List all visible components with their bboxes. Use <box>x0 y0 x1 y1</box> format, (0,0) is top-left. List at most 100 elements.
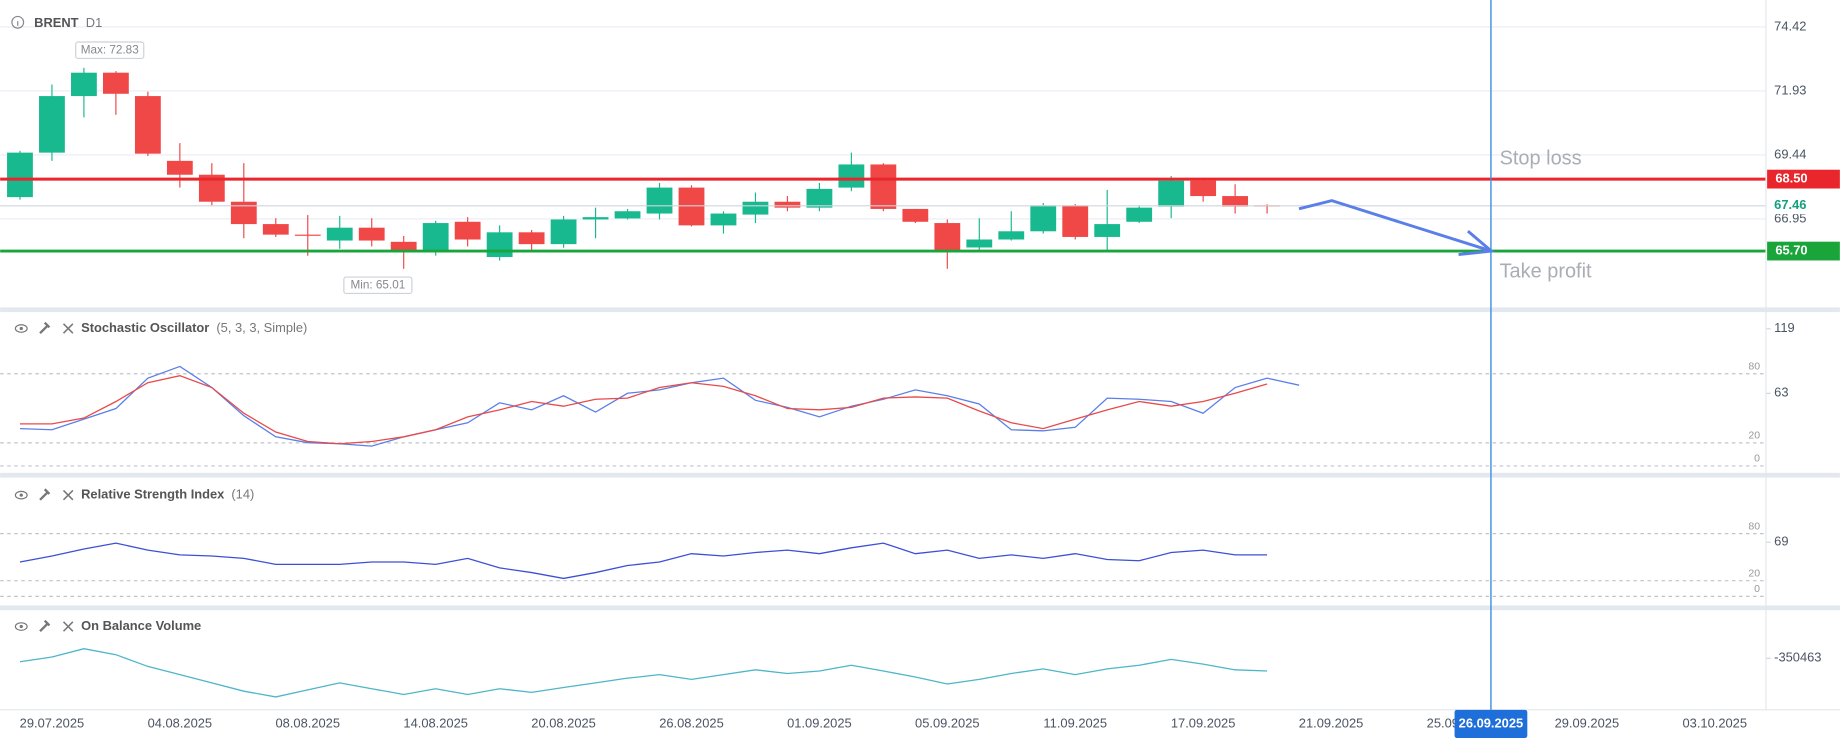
settings-icon[interactable] <box>39 321 51 335</box>
visibility-icon <box>19 326 23 331</box>
candle-body <box>454 221 481 240</box>
visibility-icon[interactable] <box>14 622 28 631</box>
grid-layer <box>0 26 1771 659</box>
extreme-label-box <box>75 41 145 60</box>
close-icon[interactable] <box>62 489 74 501</box>
close-icon[interactable] <box>62 621 74 632</box>
current-price-label: 67.46 <box>1774 197 1806 212</box>
x-tick-label: 29.07.2025 <box>20 715 85 730</box>
x-tick-label: 11.09.2025 <box>1043 715 1107 730</box>
indicator-line <box>19 365 1300 447</box>
level-label: 20 <box>1748 567 1760 579</box>
timeframe: D1 <box>86 15 102 30</box>
x-tick-label: 29.09.2025 <box>1555 715 1620 730</box>
panel-separator <box>0 605 1840 611</box>
candle-body <box>166 160 193 175</box>
forecast-arrow <box>1298 199 1492 253</box>
level-price-box <box>1767 169 1840 189</box>
candle-body <box>1094 224 1121 237</box>
candle-body <box>902 208 929 222</box>
settings-icon[interactable] <box>39 619 51 633</box>
candle-body <box>1158 180 1185 207</box>
candle-body <box>1030 205 1057 232</box>
y-tick-label: -350463 <box>1774 650 1821 665</box>
y-tick-label: 69 <box>1774 534 1788 549</box>
candle-body <box>518 232 545 245</box>
extreme-label: Min: 65.01 <box>351 278 406 291</box>
candle-body <box>582 217 609 220</box>
x-tick-label: 01.09.2025 <box>787 715 852 730</box>
x-tick-label: 20.08.2025 <box>531 715 596 730</box>
candle-body <box>71 72 97 97</box>
candle-body <box>39 96 65 153</box>
x-tick-label: 21.09.2025 <box>1299 715 1364 730</box>
visibility-icon[interactable] <box>14 490 28 500</box>
candle-body <box>358 227 385 241</box>
y-tick-label: 74.42 <box>1774 18 1806 33</box>
panel-separator <box>0 307 1840 313</box>
candle-body <box>774 201 801 208</box>
level-price-label: 68.50 <box>1775 171 1807 186</box>
candle-body <box>998 231 1025 240</box>
candle-body <box>806 188 833 208</box>
indicator-line <box>19 648 1268 698</box>
settings-icon[interactable] <box>39 488 51 501</box>
candle-body <box>102 72 129 94</box>
level-label: 0 <box>1754 453 1760 465</box>
indicator-params: (5, 3, 3, Simple) <box>216 320 307 335</box>
x-tick-label: 04.08.2025 <box>148 715 213 730</box>
x-tick-label: 26.08.2025 <box>659 715 724 730</box>
candle-body <box>134 96 161 154</box>
candle-body <box>870 164 897 209</box>
y-tick-label: 63 <box>1774 385 1788 400</box>
marks-layer <box>0 67 1766 698</box>
candle-body <box>550 219 577 245</box>
level-label: 80 <box>1748 361 1760 373</box>
level-name: Stop loss <box>1500 147 1582 169</box>
candle-body <box>966 239 993 248</box>
y-tick-label: 71.93 <box>1774 82 1806 97</box>
indicator-title: Stochastic Oscillator <box>81 320 209 335</box>
x-tick-label: 08.08.2025 <box>275 715 340 730</box>
candle-body <box>1190 180 1217 197</box>
candle-body <box>422 223 449 251</box>
candle-body <box>390 241 417 252</box>
candle-body <box>326 227 353 241</box>
level-label: 0 <box>1754 583 1760 595</box>
candle-body <box>486 232 513 257</box>
info-icon[interactable] <box>11 15 25 29</box>
y-tick-label: 69.44 <box>1774 146 1806 161</box>
level-price-label: 65.70 <box>1775 242 1807 257</box>
level-label: 20 <box>1748 430 1760 442</box>
candle-body <box>1222 196 1249 207</box>
current-price-box <box>1767 197 1815 215</box>
indicator-line <box>19 542 1268 580</box>
x-tick-label: 03.10.2025 <box>1683 715 1748 730</box>
candle-body <box>614 211 641 219</box>
candle-body <box>294 234 321 236</box>
visibility-icon <box>19 624 23 629</box>
candle-body <box>742 201 769 215</box>
x-tick-label: 14.08.2025 <box>403 715 468 730</box>
y-tick-label: 119 <box>1774 320 1795 335</box>
candle-body <box>934 223 961 252</box>
cursor-date-label: 26.09.2025 <box>1459 715 1524 730</box>
visibility-icon <box>19 493 23 497</box>
candle-body <box>1126 207 1153 222</box>
close-icon[interactable] <box>62 323 74 334</box>
indicator-title: On Balance Volume <box>81 618 201 633</box>
candle-body <box>838 164 865 188</box>
candle-body <box>230 201 257 225</box>
panel-separator <box>0 472 1840 478</box>
visibility-icon[interactable] <box>14 324 28 333</box>
symbol: BRENT <box>34 15 79 30</box>
level-name: Take profit <box>1500 260 1592 282</box>
candle-body <box>710 213 737 226</box>
candle-body <box>678 187 705 226</box>
cursor-date-box <box>1454 709 1528 738</box>
level-price-box <box>1767 241 1840 261</box>
level-label: 80 <box>1748 520 1760 532</box>
